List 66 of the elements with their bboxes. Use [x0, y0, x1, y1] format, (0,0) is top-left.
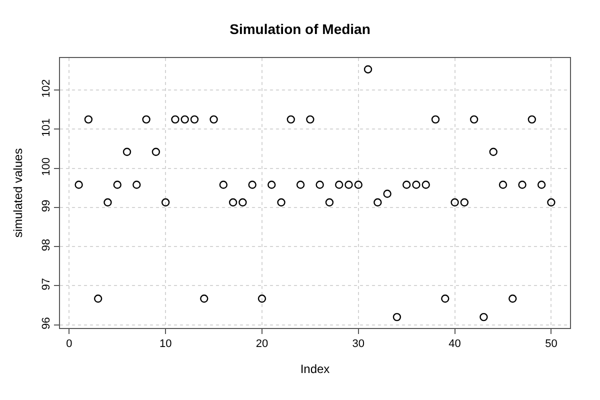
x-tick-label: 20: [256, 338, 268, 350]
point: [335, 180, 344, 189]
x-tick-label: 50: [545, 338, 558, 350]
chart-title: Simulation of Median: [230, 20, 370, 37]
x-tick-label: 0: [66, 338, 72, 350]
y-axis-title: simulated values: [10, 148, 25, 238]
point: [171, 115, 180, 124]
y-tick-label: 102: [40, 79, 53, 98]
point: [383, 190, 392, 198]
point: [122, 148, 132, 156]
point: [200, 294, 208, 303]
point: [84, 115, 93, 124]
point: [268, 180, 276, 189]
y-tick-label: 98: [40, 238, 53, 252]
y-tick-label: 99: [40, 200, 53, 212]
point: [374, 198, 382, 206]
point: [210, 115, 218, 124]
point: [152, 148, 160, 156]
point: [422, 180, 430, 189]
point: [344, 180, 353, 189]
point: [180, 115, 189, 124]
y-tick-label: 101: [40, 118, 53, 137]
point: [228, 198, 238, 206]
point: [296, 180, 305, 189]
point: [431, 115, 440, 124]
point: [325, 198, 334, 206]
point: [219, 180, 228, 189]
point: [258, 294, 266, 303]
x-tick-label: 40: [448, 338, 461, 350]
point: [470, 115, 478, 124]
x-tick-label: 30: [352, 338, 365, 350]
y-tick-label: 96: [40, 317, 53, 330]
point: [480, 312, 488, 322]
point: [277, 198, 286, 206]
point: [113, 180, 122, 189]
point: [402, 180, 411, 189]
point: [460, 198, 469, 206]
point: [508, 294, 517, 303]
point: [94, 294, 102, 303]
point: [74, 180, 83, 189]
point: [161, 198, 170, 206]
point: [450, 198, 459, 206]
y-tick-label: 100: [40, 158, 53, 176]
point: [547, 198, 556, 206]
point: [286, 115, 295, 124]
point: [248, 180, 256, 189]
point: [528, 115, 536, 124]
point: [489, 148, 498, 156]
point: [441, 294, 450, 303]
x-tick-label: 10: [159, 338, 172, 350]
point: [190, 115, 199, 124]
point: [518, 180, 526, 189]
point: [316, 180, 324, 189]
point: [142, 115, 150, 124]
point: [498, 180, 508, 189]
point: [132, 180, 141, 189]
point: [364, 65, 372, 74]
point: [238, 198, 247, 206]
x-axis-title: Index: [300, 362, 330, 376]
point: [392, 312, 402, 322]
point: [537, 180, 546, 189]
point: [104, 198, 112, 206]
point: [412, 180, 420, 189]
point: [354, 180, 362, 189]
y-tick-label: 97: [40, 278, 53, 290]
point: [306, 115, 314, 124]
